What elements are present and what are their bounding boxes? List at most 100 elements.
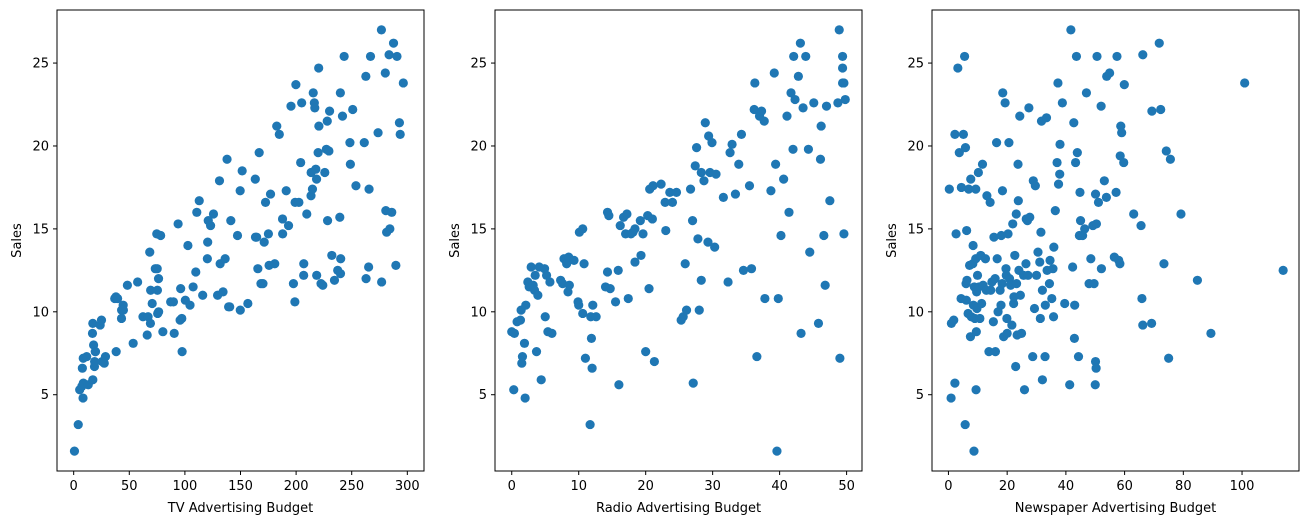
data-point xyxy=(377,277,387,287)
data-point xyxy=(220,254,230,264)
data-point xyxy=(776,230,786,241)
data-point xyxy=(1091,363,1101,373)
data-point xyxy=(944,184,954,194)
data-point xyxy=(680,259,690,269)
x-tick-label: 100 xyxy=(1230,479,1255,494)
x-axis-label: Radio Advertising Budget xyxy=(596,501,761,516)
data-point xyxy=(1028,351,1038,362)
data-point xyxy=(793,71,803,81)
data-point xyxy=(819,230,829,241)
data-point xyxy=(997,186,1008,196)
data-point xyxy=(1093,197,1104,207)
data-point xyxy=(243,298,253,309)
data-point xyxy=(1206,328,1216,338)
data-point xyxy=(1137,293,1147,304)
data-point xyxy=(1037,375,1047,385)
data-point xyxy=(1071,51,1082,62)
data-point xyxy=(1119,157,1129,168)
data-point xyxy=(1129,209,1139,219)
data-point xyxy=(322,216,333,226)
data-point xyxy=(1138,320,1148,330)
data-point xyxy=(687,216,698,226)
data-point xyxy=(968,240,978,251)
data-point xyxy=(630,257,640,267)
data-point xyxy=(335,88,345,98)
y-tick-label: 5 xyxy=(916,388,924,403)
data-point xyxy=(730,189,741,199)
data-point xyxy=(958,129,969,139)
data-point xyxy=(738,265,749,275)
data-point xyxy=(946,393,956,403)
data-point xyxy=(671,187,682,198)
y-tick-label: 5 xyxy=(479,388,487,403)
data-point xyxy=(820,280,830,290)
data-point xyxy=(1011,209,1021,219)
data-point xyxy=(1004,138,1014,148)
data-point xyxy=(188,282,198,292)
data-point xyxy=(992,254,1002,264)
data-point xyxy=(681,305,692,315)
data-point xyxy=(1147,106,1157,116)
data-point xyxy=(975,313,985,324)
data-point xyxy=(835,353,845,363)
data-point xyxy=(158,327,168,337)
data-point xyxy=(723,277,733,287)
data-point xyxy=(837,78,848,88)
data-point xyxy=(152,285,163,295)
data-point xyxy=(536,375,546,385)
subplot-1: 0 50 100 150 200 250 300 5 10 15 20 25 TV Advertisin… xyxy=(10,9,425,516)
data-point xyxy=(1055,169,1065,179)
data-point xyxy=(1019,385,1030,395)
data-point xyxy=(385,224,395,234)
data-point xyxy=(82,351,92,362)
data-point xyxy=(1070,300,1080,310)
data-point xyxy=(710,242,720,252)
data-point xyxy=(805,247,815,257)
data-point xyxy=(1015,111,1025,121)
x-tick-label: 0 xyxy=(70,479,78,494)
data-point xyxy=(1001,264,1011,274)
data-point xyxy=(526,262,536,272)
data-point xyxy=(540,312,550,322)
data-point xyxy=(361,274,371,284)
data-point xyxy=(388,38,399,48)
data-point xyxy=(1111,187,1121,198)
data-point xyxy=(636,250,646,261)
data-point xyxy=(834,25,844,35)
plot-frame xyxy=(494,9,863,472)
data-point xyxy=(376,25,387,35)
data-point xyxy=(991,138,1002,148)
data-point xyxy=(1136,220,1146,231)
data-point xyxy=(1090,356,1101,367)
x-tick-label: 50 xyxy=(121,479,138,494)
data-point xyxy=(1002,328,1012,338)
data-point xyxy=(602,267,613,277)
data-point xyxy=(736,129,747,139)
data-point xyxy=(286,101,296,111)
data-point xyxy=(1115,259,1125,269)
data-point xyxy=(959,51,970,62)
data-point xyxy=(283,220,294,231)
data-point xyxy=(259,237,269,247)
data-point xyxy=(133,277,143,287)
data-point xyxy=(290,297,300,307)
data-point xyxy=(773,293,783,304)
data-point xyxy=(153,274,164,284)
y-tick-label: 20 xyxy=(32,139,49,154)
data-point xyxy=(387,207,397,217)
data-point xyxy=(1096,264,1107,274)
data-point xyxy=(813,318,824,329)
data-point xyxy=(1065,380,1075,390)
data-point xyxy=(1040,351,1050,362)
x-tick-label: 10 xyxy=(570,479,587,494)
data-point xyxy=(954,148,964,158)
data-point xyxy=(202,254,212,264)
data-point xyxy=(147,298,157,309)
data-point xyxy=(605,283,615,294)
data-point xyxy=(727,139,737,149)
data-point xyxy=(638,229,648,239)
data-point xyxy=(531,347,542,357)
data-point xyxy=(192,207,202,217)
data-point xyxy=(1101,192,1111,202)
data-point xyxy=(1029,303,1040,314)
